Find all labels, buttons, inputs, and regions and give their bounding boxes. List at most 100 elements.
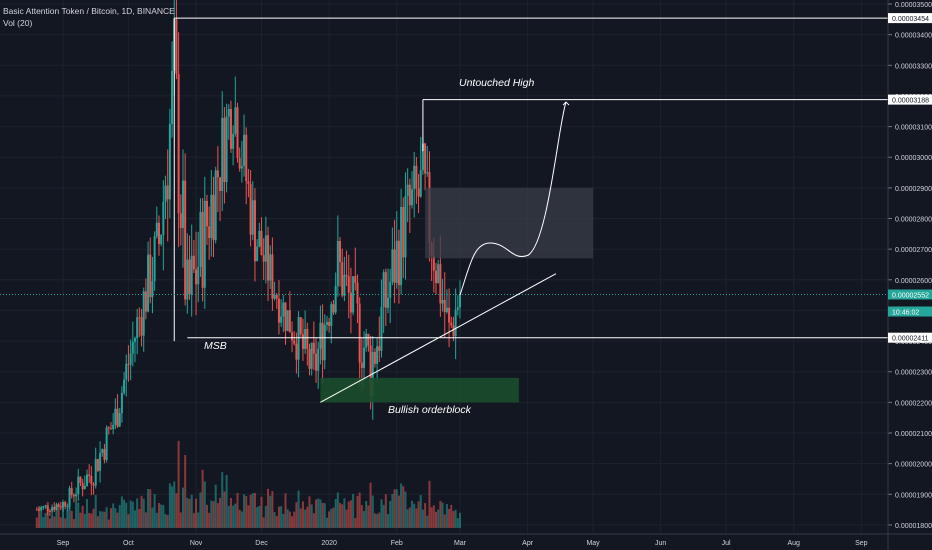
- candle-body: [308, 348, 311, 369]
- candle-body: [171, 70, 174, 125]
- price-label-box: [888, 306, 932, 317]
- volume-bar: [304, 509, 307, 528]
- candle-body: [419, 170, 422, 197]
- candle-body: [382, 272, 385, 307]
- candle-body: [312, 342, 315, 354]
- volume-bar: [133, 510, 136, 528]
- volume-bar: [384, 494, 387, 528]
- candle-body: [118, 413, 121, 427]
- volume-bar: [404, 491, 407, 528]
- candle-body: [352, 276, 355, 313]
- price-label-text: 10:46:02: [892, 309, 919, 316]
- volume-bar: [258, 505, 261, 528]
- candle-body: [389, 282, 392, 298]
- price-label-box: [888, 332, 932, 343]
- candle-body: [160, 235, 163, 245]
- volume-bar: [225, 474, 228, 528]
- candle-body: [94, 459, 97, 486]
- volume-bar: [424, 503, 427, 528]
- candle-body: [363, 347, 366, 368]
- volume-bar: [323, 503, 326, 528]
- volume-bar: [432, 505, 435, 528]
- candle-body: [299, 317, 302, 335]
- price-label-box: [888, 289, 932, 300]
- volume-bar: [352, 493, 355, 528]
- candle-body: [142, 291, 145, 336]
- volume-bar: [419, 494, 422, 528]
- candle-body: [201, 212, 204, 288]
- volume-bar: [160, 504, 163, 528]
- volume-bar: [219, 497, 222, 528]
- volume-bar: [291, 516, 294, 528]
- candle-body: [271, 254, 274, 299]
- volume-bar: [75, 503, 78, 528]
- candle-body: [40, 507, 43, 510]
- volume-bar: [400, 483, 403, 528]
- candle-body: [240, 165, 243, 169]
- candle-body: [197, 266, 200, 285]
- candle-body: [223, 117, 226, 183]
- volume-bar: [129, 500, 132, 528]
- candle-body: [249, 183, 252, 235]
- candle-body: [44, 505, 47, 507]
- volume-bar: [162, 504, 165, 528]
- candle-body: [380, 306, 383, 351]
- candle-body: [64, 502, 67, 507]
- volume-bar: [188, 498, 191, 528]
- volume-bar: [336, 492, 339, 528]
- projection-arrowhead: [562, 101, 570, 106]
- volume-bar: [360, 505, 363, 528]
- candle-body: [38, 509, 41, 511]
- time-axis[interactable]: Sep Oct Nov Dec 2020 Feb Mar Apr May Jun Jul Aug Sep: [0, 533, 932, 547]
- volume-bar: [301, 501, 304, 528]
- price-tick-label: 0.00002700: [895, 247, 932, 254]
- candle-body: [175, 19, 178, 74]
- volume-bar: [245, 496, 248, 528]
- candle-body: [57, 504, 60, 507]
- annotation-bullish-orderblock: Bullish orderblock: [388, 404, 471, 416]
- volume-bar: [118, 505, 121, 528]
- candle-body: [459, 294, 461, 308]
- volume-bar: [238, 509, 241, 528]
- candle-body: [66, 506, 69, 508]
- candle-body: [280, 316, 283, 323]
- candle-body: [397, 240, 400, 286]
- candle-body: [325, 321, 328, 325]
- volume-bar: [373, 513, 376, 528]
- volume-bar: [112, 503, 115, 528]
- volume-bar: [234, 503, 237, 528]
- time-tick-label: Nov: [190, 540, 203, 547]
- candle-body: [339, 241, 342, 262]
- volume-bar: [367, 505, 370, 528]
- candle-body: [96, 459, 99, 471]
- legend-volume: Vol (20): [3, 18, 33, 28]
- price-tick-label: 0.00002900: [895, 186, 932, 193]
- time-tick-label: Apr: [522, 540, 534, 547]
- candle-body: [227, 108, 230, 117]
- candle-body: [369, 345, 372, 396]
- time-tick-label: Sep: [57, 540, 70, 547]
- candle-body: [203, 200, 206, 288]
- volume-bar: [402, 486, 405, 528]
- candle-body: [153, 236, 156, 282]
- candle-body: [448, 307, 451, 323]
- candle-body: [190, 255, 193, 295]
- volume-bar: [57, 504, 60, 528]
- candle-body: [332, 304, 335, 313]
- price-labels: 0.00003454 0.00003188 0.00002552 10:46:02 0.…: [888, 13, 932, 343]
- volume-bar: [317, 498, 320, 528]
- volume-bar: [72, 519, 75, 528]
- candle-body: [395, 240, 398, 283]
- volume-bar: [212, 501, 215, 528]
- candle-body: [321, 322, 324, 361]
- volume-bar: [181, 487, 184, 528]
- candle-body: [258, 230, 261, 247]
- volume-bar: [66, 510, 69, 528]
- volume-bar: [155, 512, 158, 528]
- volume-bar: [267, 488, 270, 528]
- candle-body: [55, 504, 58, 510]
- candle-body: [387, 297, 390, 308]
- price-label-text: 0.00002552: [892, 292, 929, 299]
- volume-bar: [81, 505, 84, 528]
